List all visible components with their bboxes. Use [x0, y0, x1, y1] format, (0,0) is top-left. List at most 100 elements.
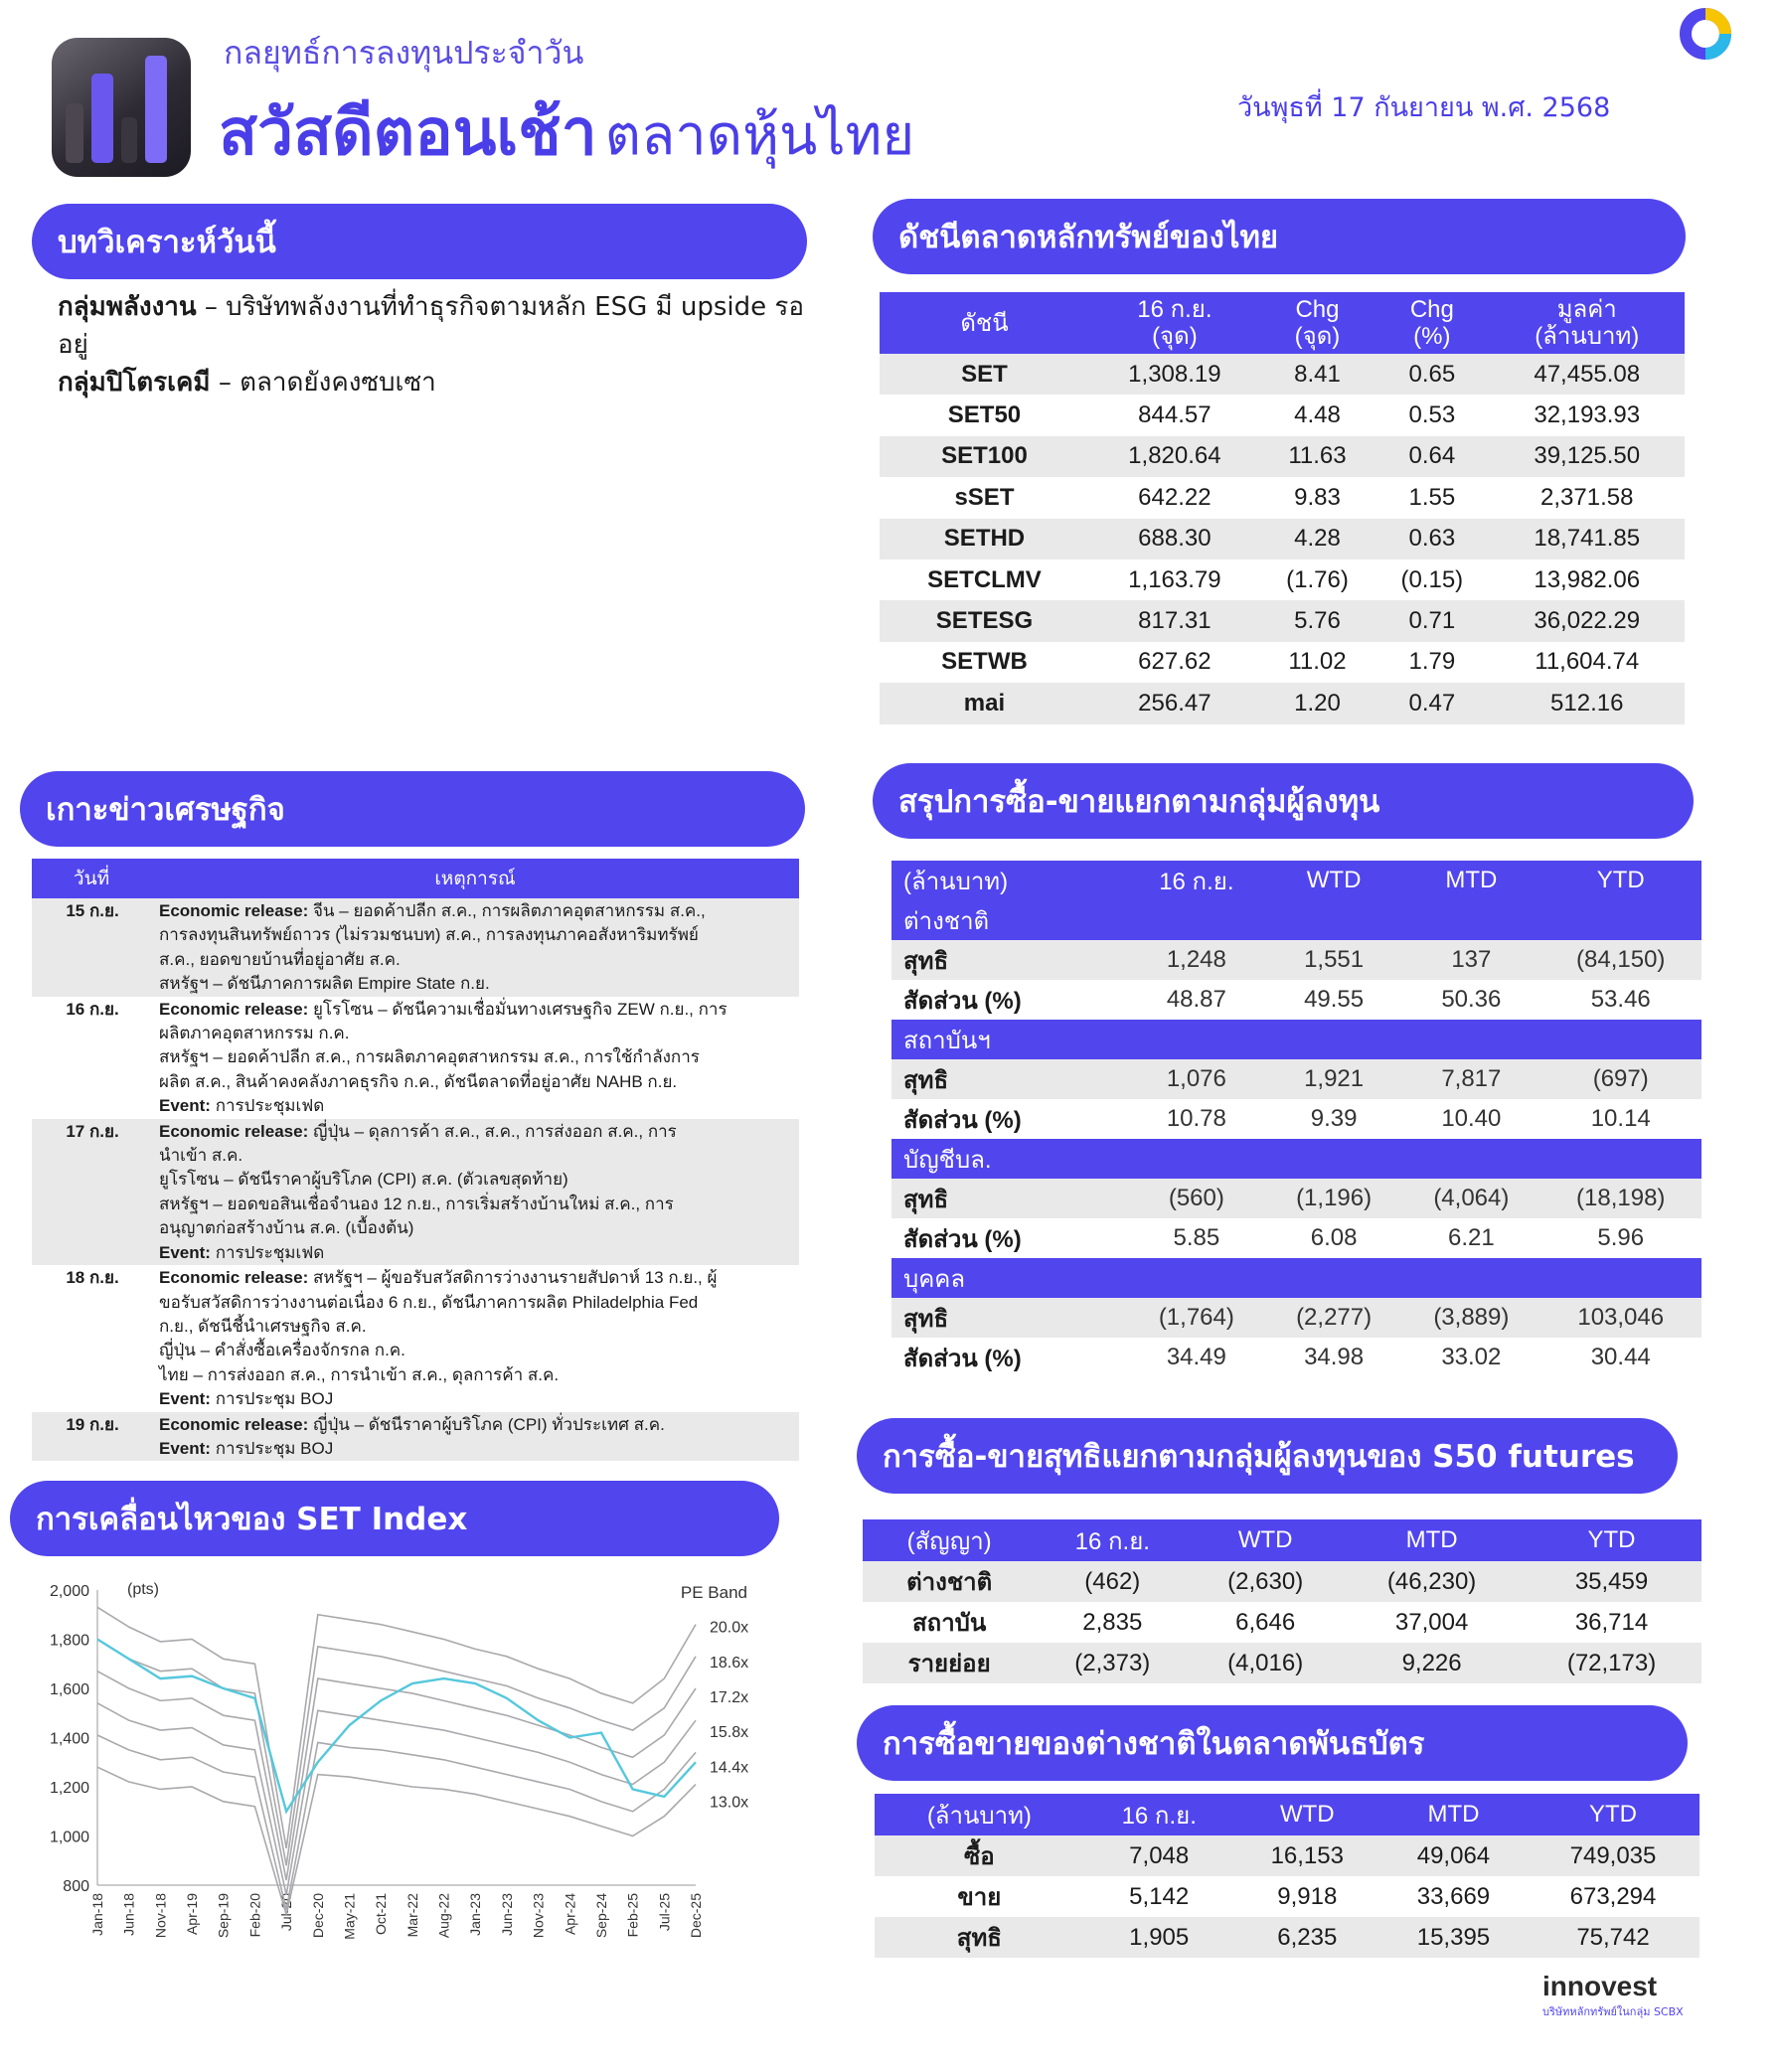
- flows-row-label: สุทธิ: [891, 1179, 1128, 1218]
- news-key: Economic release:: [159, 1121, 309, 1141]
- page-subtitle: กลยุทธ์การลงทุนประจำวัน: [224, 34, 584, 72]
- index-value: 688.30: [1088, 518, 1260, 559]
- news-line: Event: การประชุมเฟด: [159, 1242, 325, 1262]
- index-value: 1,308.19: [1088, 354, 1260, 396]
- news-key: Economic release:: [159, 901, 309, 920]
- flows-group-filler: [1127, 1258, 1265, 1298]
- bonds-col-header: WTD: [1233, 1794, 1380, 1835]
- news-line: สหรัฐฯ – ยอดค้าปลีก ส.ค., การผลิตภาคอุตส…: [159, 1047, 700, 1067]
- index-col-header: 16 ก.ย. (จุด): [1088, 292, 1260, 354]
- news-line: สหรัฐฯ – ดัชนีภาคการผลิต Empire State ก.…: [159, 974, 490, 994]
- futures-row: ต่างชาติ (462) (2,630) (46,230) 35,459: [863, 1561, 1701, 1602]
- futures-row: รายย่อย (2,373) (4,016) 9,226 (72,173): [863, 1643, 1701, 1683]
- flows-value: (1,764): [1127, 1298, 1265, 1338]
- flows-value: 49.55: [1304, 986, 1365, 1013]
- index-value: 1,820.64: [1088, 435, 1260, 478]
- bonds-row-label: สุทธิ: [875, 1917, 1084, 1958]
- y-tick-label: 1,200: [50, 1780, 89, 1797]
- pe-band-legend-title: PE Band: [681, 1583, 747, 1602]
- flows-value: 1,921: [1264, 1059, 1403, 1099]
- index-value: (1.76): [1286, 565, 1349, 593]
- flows-value: 5.96: [1597, 1224, 1645, 1251]
- bonds-row-label: ซื้อ: [875, 1835, 1084, 1876]
- flows-row-label: สัดส่วน (%): [903, 1106, 1022, 1134]
- flows-row-label: สุทธิ: [891, 1298, 1128, 1338]
- news-line: Economic release: ญี่ปุ่น – ดุลการค้า ส.…: [159, 1121, 677, 1141]
- bonds-value: 16,153: [1233, 1835, 1380, 1876]
- flows-value: 103,046: [1539, 1298, 1701, 1338]
- index-row: SETESG 817.31 5.76 0.71 36,022.29: [880, 600, 1685, 642]
- news-header-row: วันที่ เหตุการณ์: [32, 859, 799, 898]
- index-col-header: ดัชนี: [880, 292, 1089, 354]
- index-value: 8.41: [1259, 354, 1375, 396]
- news-table: วันที่ เหตุการณ์ 15 ก.ย. Economic release: …: [32, 859, 799, 1462]
- index-value: 1.55: [1408, 483, 1456, 511]
- index-value: 1.20: [1259, 683, 1375, 724]
- news-line: Economic release: สหรัฐฯ – ผู้ขอรับสวัสด…: [159, 1268, 718, 1288]
- index-value: 11.02: [1288, 648, 1347, 676]
- bonds-row: สุทธิ 1,905 6,235 15,395 75,742: [875, 1917, 1699, 1958]
- index-value: 0.53: [1408, 401, 1456, 429]
- index-value: 47,455.08: [1489, 354, 1685, 396]
- bonds-value: 5,142: [1129, 1882, 1190, 1910]
- flows-row-label: สัดส่วน (%): [903, 1345, 1022, 1372]
- pe-band-line: [96, 1638, 697, 1866]
- flows-group-filler: [1127, 1139, 1265, 1179]
- page-title: สวัสดีตอนเช้า ตลาดหุ้นไทย: [219, 81, 914, 183]
- index-col-header: มูลค่า (ล้านบาท): [1489, 292, 1685, 354]
- futures-value: (2,630): [1189, 1561, 1343, 1602]
- x-tick-label: May-21: [341, 1893, 357, 1940]
- index-value: (0.15): [1400, 565, 1464, 593]
- flows-value: (18,198): [1539, 1179, 1701, 1218]
- news-date: 15 ก.ย.: [32, 898, 151, 997]
- pe-band-line: [96, 1606, 697, 1849]
- bonds-value: 33,669: [1416, 1882, 1491, 1910]
- news-row: 16 ก.ย. Economic release: ยูโรโซน – ดัชนี…: [32, 997, 799, 1119]
- x-tick-label: Nov-23: [531, 1893, 547, 1938]
- index-value: 39,125.50: [1489, 435, 1685, 478]
- futures-row-label: รายย่อย: [863, 1643, 1037, 1683]
- y-tick-label: 1,600: [50, 1681, 89, 1698]
- flows-header-row: (ล้านบาท) 16 ก.ย. WTD MTD YTD: [891, 861, 1701, 900]
- bonds-value: 15,395: [1379, 1917, 1528, 1958]
- news-date: 19 ก.ย.: [32, 1411, 151, 1462]
- flows-col-header: MTD: [1402, 861, 1540, 900]
- index-value: 32,193.93: [1534, 401, 1641, 429]
- flows-group-filler: [1402, 1020, 1540, 1059]
- index-row: SET100 1,820.64 11.63 0.64 39,125.50: [880, 435, 1685, 478]
- news-key: Economic release:: [159, 1414, 309, 1434]
- flows-row: สัดส่วน (%) 48.87 49.55 50.36 53.46: [891, 980, 1701, 1020]
- x-tick-label: Jun-18: [121, 1893, 137, 1936]
- flows-value: (84,150): [1539, 940, 1701, 980]
- flows-value: 7,817: [1402, 1059, 1540, 1099]
- bonds-header: การซื้อขายของต่างชาติในตลาดพันธบัตร: [857, 1705, 1688, 1781]
- flows-table: (ล้านบาท) 16 ก.ย. WTD MTD YTD ต่างชาติ สุทธิ 1,…: [891, 861, 1701, 1377]
- futures-col-header: (สัญญา): [863, 1519, 1037, 1561]
- flows-value: 34.49: [1166, 1344, 1226, 1370]
- futures-value: (462): [1036, 1561, 1190, 1602]
- index-value: 36,022.29: [1489, 600, 1685, 642]
- index-table: ดัชนี 16 ก.ย. (จุด) Chg (จุด) Chg (%) มูลค่า (ล้…: [880, 292, 1685, 724]
- flows-group-filler: [1539, 900, 1701, 940]
- index-value: 11,604.74: [1535, 648, 1640, 676]
- x-tick-label: Feb-20: [246, 1893, 262, 1938]
- news-line: ผลิต ส.ค., สินค้าคงคลังภาคธุรกิจ ก.ค., ด…: [159, 1071, 678, 1091]
- index-value: 2,371.58: [1540, 483, 1634, 511]
- x-tick-label: Feb-25: [625, 1893, 641, 1938]
- analysis-header: บทวิเคราะห์วันนี้: [32, 204, 807, 279]
- index-value: 642.22: [1138, 483, 1212, 511]
- index-name: SETCLMV: [927, 565, 1042, 593]
- index-col-header: Chg (จุด): [1259, 292, 1375, 354]
- bonds-row-label: ขาย: [957, 1884, 1002, 1911]
- index-value: 844.57: [1138, 401, 1212, 429]
- index-value: 1.79: [1408, 648, 1456, 676]
- x-tick-label: Sep-24: [593, 1893, 609, 1938]
- news-line: ผลิตภาคอุตสาหกรรม ก.ค.: [159, 1024, 350, 1043]
- news-line: นำเข้า ส.ค.: [159, 1146, 243, 1166]
- flows-value: 53.46: [1590, 986, 1651, 1013]
- index-value: 9.83: [1294, 483, 1341, 511]
- index-value: 4.48: [1294, 401, 1341, 429]
- flows-value: 1,248: [1127, 940, 1265, 980]
- flows-row: สุทธิ (560) (1,196) (4,064) (18,198): [891, 1179, 1701, 1218]
- news-row: 19 ก.ย. Economic release: ญี่ปุ่น – ดัชนี…: [32, 1411, 799, 1462]
